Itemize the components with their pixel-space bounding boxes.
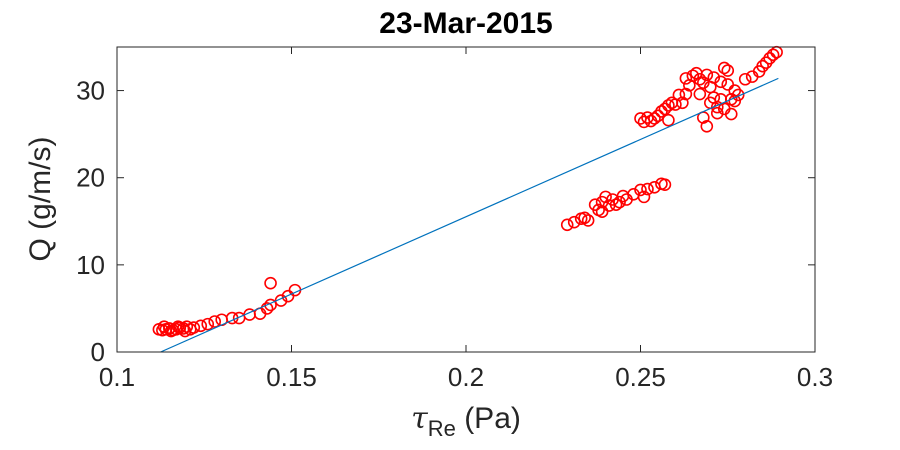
data-point (721, 64, 735, 77)
x-axis-title: τRe (Pa) (411, 401, 521, 441)
data-point (693, 87, 707, 101)
axes-layer (116, 46, 816, 353)
x-tick-label: 0.3 (797, 362, 833, 392)
data-point (658, 178, 672, 191)
data-point (637, 190, 651, 204)
data-point (634, 183, 647, 197)
data-point (717, 61, 731, 75)
x-tick-label: 0.15 (266, 362, 317, 392)
y-tick-label: 10 (76, 250, 105, 280)
data-point (178, 324, 192, 338)
data-point (700, 120, 714, 133)
data-point (581, 214, 595, 227)
plot-frame (117, 47, 815, 352)
data-point (171, 320, 185, 334)
data-point (707, 71, 721, 84)
data-point (686, 69, 700, 83)
data-point (609, 198, 623, 212)
data-point (264, 276, 277, 290)
data-point (194, 319, 208, 333)
chart-title: 23-Mar-2015 (379, 7, 552, 40)
data-point (208, 315, 222, 328)
plot-area (116, 45, 816, 353)
data-point (714, 75, 728, 89)
y-tick-label: 20 (76, 163, 105, 193)
data-point (766, 48, 780, 62)
y-tick-label: 0 (91, 337, 105, 367)
data-point (756, 59, 769, 73)
x-axis-symbol: τ (411, 401, 428, 436)
data-point (641, 182, 654, 196)
x-tick-label: 0.1 (99, 362, 135, 392)
data-point (710, 106, 724, 120)
y-tick-label: 30 (76, 76, 105, 106)
series-layer (152, 45, 783, 353)
data-point (157, 320, 171, 334)
data-point (578, 211, 591, 225)
data-point (738, 72, 752, 86)
data-point (567, 215, 581, 229)
data-point (697, 76, 710, 90)
data-point (672, 88, 686, 102)
data-point (260, 302, 274, 315)
data-point (724, 107, 738, 121)
data-point (648, 112, 661, 125)
x-axis-subscript: Re (428, 416, 456, 441)
y-tick-labels: 0 10 20 30 (76, 76, 105, 367)
data-point (164, 324, 178, 338)
data-point (710, 100, 724, 114)
x-axis-unit: (Pa) (456, 402, 521, 435)
data-point (613, 195, 626, 209)
data-point (662, 113, 675, 127)
x-tick-label: 0.2 (448, 362, 484, 392)
x-tick-label: 0.25 (615, 362, 666, 392)
data-point (264, 298, 277, 312)
data-point (693, 72, 707, 86)
data-point (560, 218, 574, 232)
data-point (731, 88, 745, 102)
y-axis-title: Q (g/m/s) (24, 137, 57, 262)
x-tick-labels: 0.1 0.15 0.2 0.25 0.3 (99, 362, 833, 392)
data-point (201, 317, 215, 331)
data-point (700, 68, 714, 82)
data-point (679, 72, 693, 85)
fit-line (160, 77, 779, 353)
data-point (662, 99, 675, 112)
